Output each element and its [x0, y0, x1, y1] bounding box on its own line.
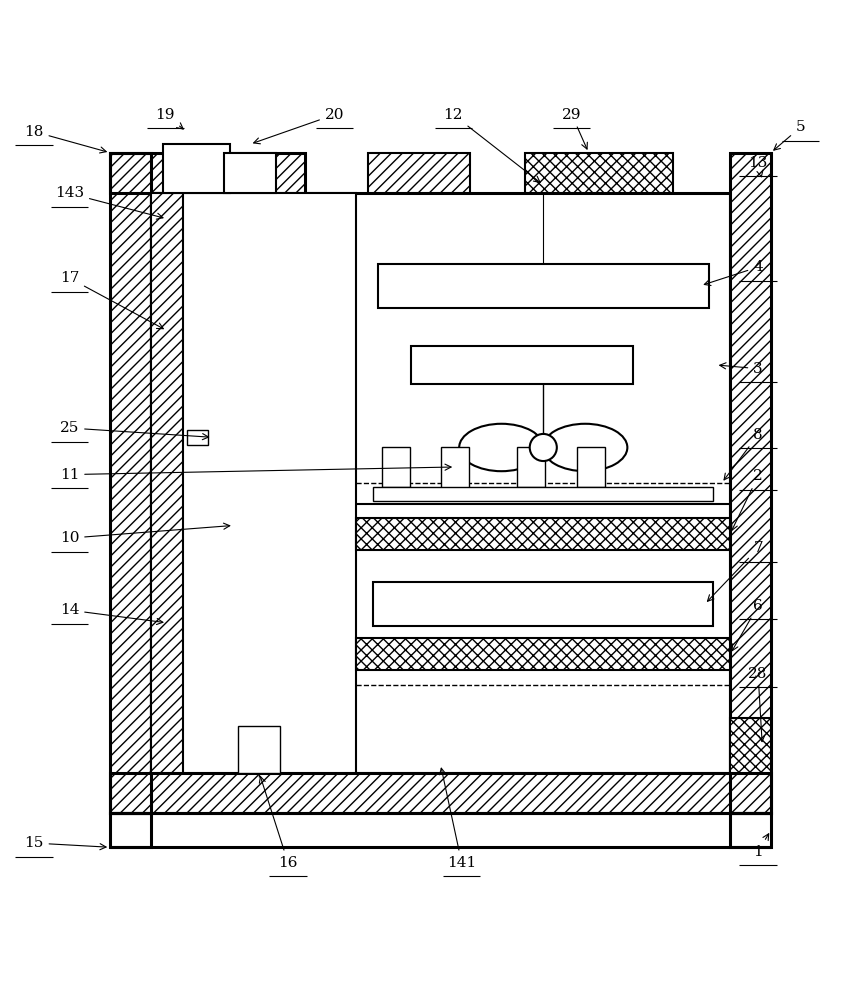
Bar [151, 193, 183, 773]
Bar [525, 153, 673, 193]
Bar [368, 153, 470, 193]
Bar [357, 638, 730, 670]
Text: 4: 4 [705, 260, 763, 285]
Bar [187, 430, 208, 445]
Circle shape [529, 434, 556, 461]
Bar [224, 153, 276, 193]
Bar [730, 153, 771, 813]
Text: 19: 19 [155, 108, 183, 129]
Bar [378, 264, 709, 308]
Text: 2: 2 [732, 469, 763, 530]
Bar [238, 726, 280, 773]
Text: 8: 8 [724, 428, 763, 480]
Text: 28: 28 [749, 667, 767, 742]
Bar [357, 518, 730, 550]
Text: 25: 25 [60, 421, 208, 440]
Text: 5: 5 [774, 120, 805, 150]
Bar [525, 153, 673, 193]
Bar [368, 153, 470, 193]
Bar [110, 153, 305, 193]
Text: 10: 10 [59, 523, 230, 545]
Text: 16: 16 [259, 777, 298, 870]
Bar [577, 447, 605, 487]
Bar [163, 144, 230, 193]
Text: 13: 13 [749, 156, 767, 177]
Text: 7: 7 [707, 541, 763, 601]
Text: 141: 141 [440, 768, 476, 870]
Bar [151, 193, 730, 773]
Text: 15: 15 [25, 836, 106, 850]
Ellipse shape [459, 424, 544, 471]
Text: 18: 18 [25, 125, 106, 153]
Bar [110, 773, 771, 813]
Bar [730, 718, 771, 773]
Bar [382, 447, 410, 487]
Text: 29: 29 [562, 108, 587, 149]
Text: 12: 12 [443, 108, 540, 182]
Bar [730, 153, 771, 813]
Text: 1: 1 [753, 834, 769, 859]
Bar [374, 582, 713, 626]
Bar [730, 718, 771, 773]
Bar [730, 813, 771, 847]
Text: 143: 143 [55, 186, 163, 219]
Bar [151, 193, 357, 773]
Bar [151, 193, 183, 773]
Bar [110, 153, 151, 813]
Bar [110, 813, 151, 847]
Text: 20: 20 [253, 108, 345, 144]
Bar [441, 447, 469, 494]
Bar [110, 153, 305, 193]
Text: 11: 11 [59, 464, 451, 482]
Bar [374, 487, 713, 501]
Ellipse shape [543, 424, 628, 471]
Bar [518, 447, 545, 487]
Text: 6: 6 [732, 599, 763, 651]
Bar [357, 638, 730, 670]
Bar [110, 773, 771, 813]
Bar [357, 518, 730, 550]
Text: 14: 14 [59, 603, 163, 625]
Text: 3: 3 [720, 362, 763, 376]
Bar [412, 346, 633, 384]
Text: 17: 17 [60, 271, 163, 329]
Bar [110, 153, 151, 813]
